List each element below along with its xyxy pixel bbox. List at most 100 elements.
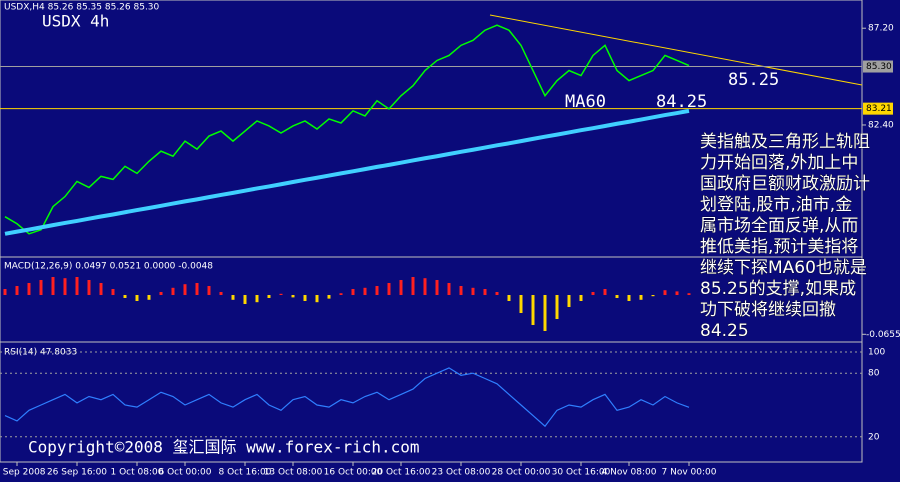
macd-bar	[639, 295, 643, 300]
macd-bar	[327, 295, 331, 299]
macd-bar	[399, 280, 403, 295]
x-tick-label: 23 Oct 08:00	[432, 468, 491, 478]
macd-bar	[651, 295, 655, 297]
x-tick-label: 8 Oct 16:00	[219, 468, 272, 478]
macd-bar	[207, 286, 211, 295]
macd-bar	[507, 295, 511, 301]
macd-bar	[495, 292, 499, 295]
annotation: MA60	[565, 92, 606, 112]
macd-bar	[171, 287, 175, 295]
macd-bar	[603, 289, 607, 295]
macd-bar	[303, 295, 307, 301]
x-tick-label: 1 Oct 08:00	[111, 468, 164, 478]
x-tick-label: 13 Oct 08:00	[264, 468, 323, 478]
macd-bar	[531, 295, 535, 325]
macd-bar	[255, 295, 259, 303]
macd-bar	[615, 295, 619, 298]
price-box	[863, 102, 893, 115]
macd-bar	[627, 295, 631, 301]
trend-line	[489, 14, 863, 86]
header: MACD(12,26,9) 0.0497 0.0521 0.0000 -0.00…	[4, 262, 213, 272]
macd-bar	[27, 283, 31, 295]
rsi-line	[4, 367, 690, 428]
macd-bar	[387, 283, 391, 295]
macd-bar	[675, 291, 679, 295]
x-tick-label: 7 Nov 00:00	[662, 468, 717, 478]
x-tick-label: 4 Nov 08:00	[602, 468, 657, 478]
annotation: 84.25	[656, 92, 707, 112]
macd-bar	[291, 295, 295, 298]
macd-bar	[591, 292, 595, 295]
macd-bar	[219, 292, 223, 295]
macd-bar	[147, 295, 151, 300]
macd-bar	[195, 283, 199, 295]
note-line: 继续下探MA60也就是	[700, 258, 867, 278]
macd-bar	[351, 289, 355, 295]
macd-bar	[87, 280, 91, 295]
y-tick-label: 80	[868, 369, 880, 379]
macd-bar	[39, 280, 43, 295]
x-tick-label: 28 Oct 00:00	[492, 468, 551, 478]
macd-bar	[51, 277, 55, 295]
y-tick-label: 20	[868, 432, 880, 442]
price-box	[863, 60, 893, 73]
header: USDX,H4 85.26 85.35 85.26 85.30	[4, 3, 160, 13]
note-line: 力开始回落,外加上中	[700, 153, 858, 173]
macd-bar	[411, 277, 415, 295]
macd-bar	[663, 290, 667, 295]
macd-bar	[375, 286, 379, 295]
macd-bar	[243, 295, 247, 304]
macd-bar	[435, 280, 439, 295]
macd-bar	[483, 289, 487, 295]
macd-bar	[111, 289, 115, 295]
macd-bar	[63, 278, 67, 295]
y-tick-label: 82.40	[868, 120, 894, 130]
y-tick-label: 100	[868, 348, 885, 358]
macd-bar	[75, 277, 79, 295]
macd-bar	[267, 295, 271, 298]
macd-bar	[315, 295, 319, 303]
macd-bar	[423, 278, 427, 295]
macd-bar	[159, 292, 163, 295]
x-tick-label: 24 Sep 2008	[0, 468, 46, 478]
note-line: 84.25	[700, 321, 749, 341]
x-tick-label: 26 Sep 16:00	[47, 468, 107, 478]
macd-bar	[99, 283, 103, 295]
note-line: 推低美指,预计美指将	[700, 237, 858, 257]
note-line: 划登陆,股市,油市,金	[700, 195, 852, 215]
macd-bar	[447, 283, 451, 295]
price-line-series	[4, 24, 690, 235]
macd-bar	[555, 295, 559, 319]
ma-line	[4, 108, 690, 236]
macd-bar	[3, 289, 7, 295]
note-line: 功下破将继续回撤	[700, 300, 836, 320]
macd-bar	[123, 295, 127, 298]
x-tick-label: 30 Oct 16:00	[552, 468, 611, 478]
macd-bar	[363, 287, 367, 295]
price-label: 83.21	[866, 104, 892, 114]
macd-bar	[183, 284, 187, 295]
macd-bar	[471, 287, 475, 295]
macd-bar	[579, 295, 583, 301]
macd-bar	[15, 286, 19, 295]
x-tick-label: 20 Oct 16:00	[372, 468, 431, 478]
note-line: 85.25的支撑,如果成	[700, 279, 856, 299]
x-tick-label: 16 Oct 00:00	[324, 468, 383, 478]
y-tick-label: 87.20	[868, 24, 894, 34]
annotation: 85.25	[728, 70, 779, 90]
note-line: 美指触及三角形上轨阻	[700, 132, 870, 152]
macd-bar	[135, 295, 139, 301]
price-label: 85.30	[866, 62, 892, 72]
macd-bar	[519, 295, 523, 313]
frame	[0, 0, 863, 463]
chart-title: USDX 4h	[42, 12, 109, 31]
note-line: 国政府巨额财政激励计	[700, 174, 870, 194]
macd-bar	[339, 293, 343, 295]
macd-bar	[279, 293, 283, 295]
macd-bar	[459, 286, 463, 295]
copyright: Copyright©2008 玺汇国际 www.forex-rich.com	[28, 438, 420, 457]
macd-bar	[231, 295, 235, 300]
x-tick-label: 6 Oct 00:00	[159, 468, 212, 478]
